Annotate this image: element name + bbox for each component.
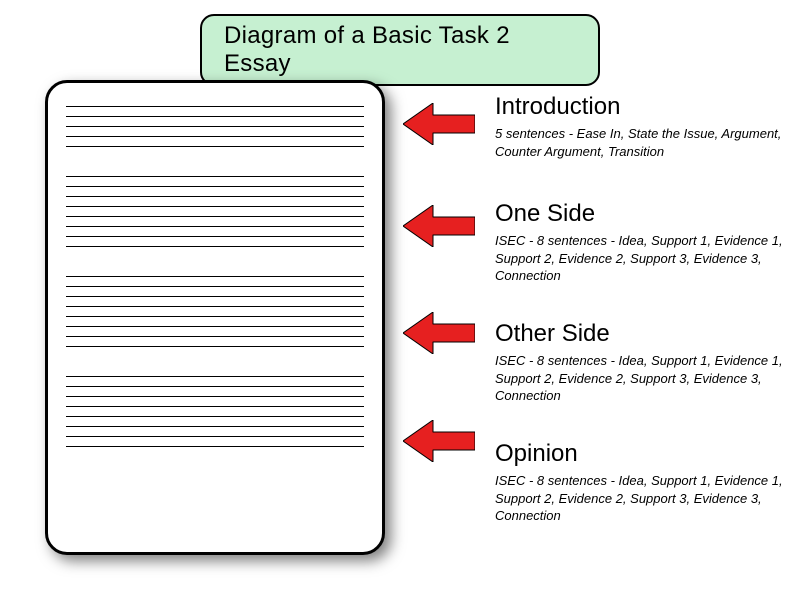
section-title: Other Side bbox=[495, 320, 790, 348]
line bbox=[66, 307, 364, 317]
line bbox=[66, 217, 364, 227]
line bbox=[66, 317, 364, 327]
line bbox=[66, 407, 364, 417]
paragraph-block bbox=[66, 367, 364, 447]
line bbox=[66, 177, 364, 187]
line bbox=[66, 397, 364, 407]
section-block: One Side ISEC - 8 sentences - Idea, Suppo… bbox=[495, 200, 790, 285]
paragraph-block bbox=[66, 267, 364, 347]
line bbox=[66, 267, 364, 277]
section-block: Opinion ISEC - 8 sentences - Idea, Suppor… bbox=[495, 440, 790, 525]
paragraph-block bbox=[66, 167, 364, 247]
line bbox=[66, 327, 364, 337]
line bbox=[66, 367, 364, 377]
line bbox=[66, 377, 364, 387]
line bbox=[66, 277, 364, 287]
section-title: Introduction bbox=[495, 93, 790, 121]
essay-page bbox=[45, 80, 385, 555]
section-title: Opinion bbox=[495, 440, 790, 468]
line bbox=[66, 167, 364, 177]
arrow-icon bbox=[403, 103, 475, 145]
section-description: ISEC - 8 sentences - Idea, Support 1, Ev… bbox=[495, 352, 790, 405]
line bbox=[66, 117, 364, 127]
line bbox=[66, 187, 364, 197]
line bbox=[66, 127, 364, 137]
arrow-icon bbox=[403, 312, 475, 354]
line bbox=[66, 97, 364, 107]
section-description: ISEC - 8 sentences - Idea, Support 1, Ev… bbox=[495, 472, 790, 525]
line bbox=[66, 137, 364, 147]
line bbox=[66, 207, 364, 217]
section-block: Other Side ISEC - 8 sentences - Idea, Sup… bbox=[495, 320, 790, 405]
line bbox=[66, 297, 364, 307]
section-title: One Side bbox=[495, 200, 790, 228]
line bbox=[66, 437, 364, 447]
line bbox=[66, 287, 364, 297]
diagram-title: Diagram of a Basic Task 2 Essay bbox=[200, 14, 600, 86]
section-description: ISEC - 8 sentences - Idea, Support 1, Ev… bbox=[495, 232, 790, 285]
line bbox=[66, 427, 364, 437]
section-block: Introduction 5 sentences - Ease In, State… bbox=[495, 93, 790, 160]
paragraph-block bbox=[66, 97, 364, 147]
line bbox=[66, 387, 364, 397]
line bbox=[66, 107, 364, 117]
section-description: 5 sentences - Ease In, State the Issue, … bbox=[495, 125, 790, 160]
line bbox=[66, 197, 364, 207]
line bbox=[66, 337, 364, 347]
line bbox=[66, 227, 364, 237]
arrow-icon bbox=[403, 205, 475, 247]
line bbox=[66, 237, 364, 247]
arrow-icon bbox=[403, 420, 475, 462]
line bbox=[66, 417, 364, 427]
